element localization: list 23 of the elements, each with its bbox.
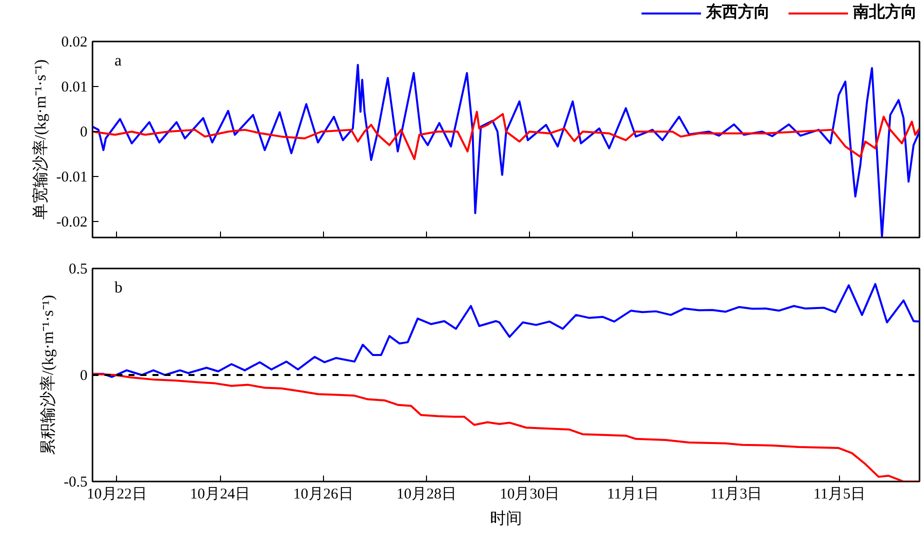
x-tick-label: 10月24日: [190, 486, 250, 502]
y-axis-title: 单宽输沙率/(kg·m⁻¹·s⁻¹): [31, 59, 50, 220]
y-tick-label: -0.5: [64, 474, 88, 490]
x-tick-label: 10月30日: [500, 486, 560, 502]
x-tick-label: 11月5日: [814, 486, 866, 502]
y-tick-label: 0.02: [61, 34, 88, 50]
annotation: b: [114, 280, 122, 296]
x-tick-label: 11月3日: [710, 486, 762, 502]
y-tick-label: 0.5: [68, 262, 88, 278]
y-axis-title: 累积输沙率/(kg·m⁻¹·s⁻¹): [38, 294, 57, 456]
x-tick-label: 11月1日: [607, 486, 659, 502]
annotation: a: [114, 52, 122, 70]
y-tick-label: 0: [80, 368, 88, 384]
y-tick-label: 0: [80, 124, 88, 141]
legend-label: 南北方向: [853, 2, 917, 23]
x-axis-title: 时间: [490, 510, 522, 528]
x-tick-label: 10月22日: [86, 486, 147, 502]
x-tick-label: 10月26日: [293, 486, 354, 502]
y-tick-label: 0.01: [61, 80, 88, 96]
x-tick-label: 10月28日: [396, 486, 457, 502]
y-tick-label: -0.01: [56, 170, 88, 186]
legend-label: 东西方向: [706, 2, 770, 23]
y-tick-label: -0.02: [56, 214, 88, 231]
